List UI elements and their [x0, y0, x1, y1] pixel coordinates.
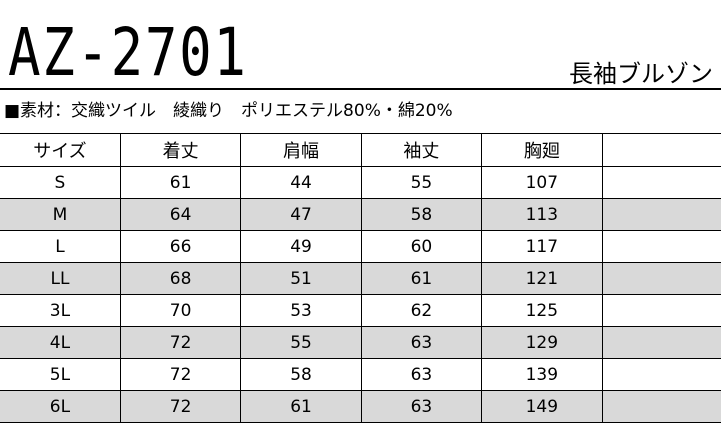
- table-cell: [601, 358, 721, 391]
- table-cell: 66: [119, 230, 242, 263]
- column-header: 胸廻: [481, 133, 603, 167]
- table-cell: 113: [481, 198, 603, 231]
- table-row: 6L 72 61 63 149: [0, 390, 721, 423]
- table-cell: 129: [481, 326, 603, 359]
- table-cell: 70: [119, 294, 242, 327]
- table-cell: [601, 198, 721, 231]
- table-cell: 47: [240, 198, 362, 231]
- product-code: AZ-2701: [8, 14, 248, 91]
- table-cell: 4L: [0, 326, 121, 359]
- table-cell: S: [0, 166, 121, 199]
- table-cell: 63: [360, 358, 483, 391]
- table-cell: L: [0, 230, 121, 263]
- table-cell: 44: [240, 166, 362, 199]
- table-cell: 58: [360, 198, 483, 231]
- column-header: サイズ: [0, 133, 121, 167]
- table-cell: 139: [481, 358, 603, 391]
- table-cell: 64: [119, 198, 242, 231]
- table-row: LL 68 51 61 121: [0, 262, 721, 295]
- column-header: 袖丈: [360, 133, 483, 167]
- table-cell: 121: [481, 262, 603, 295]
- table-cell: 3L: [0, 294, 121, 327]
- table-cell: 72: [119, 358, 242, 391]
- table-cell: 62: [360, 294, 483, 327]
- table-cell: [601, 166, 721, 199]
- size-table: サイズ 着丈 肩幅 袖丈 胸廻 S 61 44 55 107 M 64 47 58 113 L 66 49 60 1…: [0, 133, 721, 423]
- column-header: 肩幅: [240, 133, 362, 167]
- table-cell: 107: [481, 166, 603, 199]
- table-cell: 61: [360, 262, 483, 295]
- table-cell: [601, 390, 721, 423]
- divider: [0, 88, 721, 90]
- table-cell: 55: [240, 326, 362, 359]
- table-row: 3L 70 53 62 125: [0, 294, 721, 327]
- column-header: 着丈: [119, 133, 242, 167]
- product-type: 長袖ブルゾン: [569, 60, 713, 88]
- table-cell: [601, 230, 721, 263]
- table-cell: 60: [360, 230, 483, 263]
- table-cell: 51: [240, 262, 362, 295]
- table-cell: 149: [481, 390, 603, 423]
- table-cell: [601, 262, 721, 295]
- table-cell: 68: [119, 262, 242, 295]
- table-cell: 5L: [0, 358, 121, 391]
- material-text: ■素材：交織ツイル 綾織り ポリエステル80%・綿20%: [4, 101, 453, 121]
- table-cell: 49: [240, 230, 362, 263]
- table-cell: 6L: [0, 390, 121, 423]
- table-cell: 72: [119, 390, 242, 423]
- table-cell: 53: [240, 294, 362, 327]
- column-header: [601, 133, 721, 167]
- table-cell: LL: [0, 262, 121, 295]
- table-cell: 55: [360, 166, 483, 199]
- table-cell: [601, 294, 721, 327]
- table-cell: 117: [481, 230, 603, 263]
- table-cell: 61: [240, 390, 362, 423]
- table-header: サイズ 着丈 肩幅 袖丈 胸廻: [0, 133, 721, 167]
- table-row: L 66 49 60 117: [0, 230, 721, 263]
- table-cell: 58: [240, 358, 362, 391]
- table-row: M 64 47 58 113: [0, 198, 721, 231]
- table-cell: 72: [119, 326, 242, 359]
- table-cell: [601, 326, 721, 359]
- table-cell: 61: [119, 166, 242, 199]
- table-cell: 125: [481, 294, 603, 327]
- table-row: 4L 72 55 63 129: [0, 326, 721, 359]
- table-row: 5L 72 58 63 139: [0, 358, 721, 391]
- table-cell: 63: [360, 326, 483, 359]
- table-row: S 61 44 55 107: [0, 166, 721, 199]
- table-cell: 63: [360, 390, 483, 423]
- table-cell: M: [0, 198, 121, 231]
